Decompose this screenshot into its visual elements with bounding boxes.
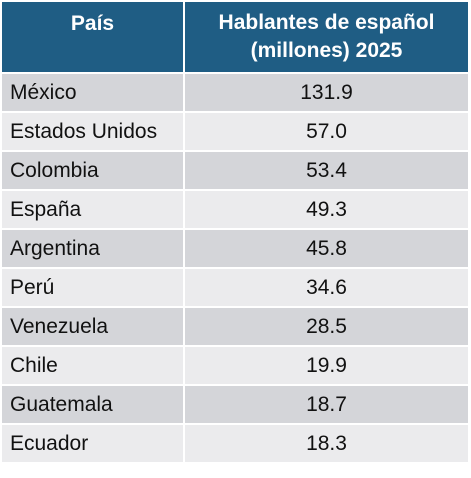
speakers-column-header: Hablantes de español (millones) 2025 bbox=[184, 2, 468, 74]
speakers-value-cell: 45.8 bbox=[184, 229, 468, 269]
speakers-value-cell: 19.9 bbox=[184, 346, 468, 386]
country-column-header: País bbox=[2, 2, 185, 74]
table-row: Chile 19.9 bbox=[2, 346, 468, 386]
speakers-value-cell: 34.6 bbox=[184, 268, 468, 308]
table-row: Ecuador 18.3 bbox=[2, 424, 468, 464]
speakers-value-cell: 49.3 bbox=[184, 190, 468, 230]
country-cell: Estados Unidos bbox=[2, 112, 185, 152]
country-cell: Ecuador bbox=[2, 424, 185, 464]
table-row: Venezuela 28.5 bbox=[2, 307, 468, 347]
table-row: España 49.3 bbox=[2, 190, 468, 230]
table-row: México 131.9 bbox=[2, 73, 468, 113]
speakers-value-cell: 28.5 bbox=[184, 307, 468, 347]
table-row: Perú 34.6 bbox=[2, 268, 468, 308]
table-row: Argentina 45.8 bbox=[2, 229, 468, 269]
country-cell: España bbox=[2, 190, 185, 230]
speakers-value-cell: 18.7 bbox=[184, 385, 468, 425]
country-cell: Colombia bbox=[2, 151, 185, 191]
spanish-speakers-table: País Hablantes de español (millones) 202… bbox=[2, 2, 468, 464]
speakers-header-line2: (millones) 2025 bbox=[250, 39, 403, 62]
table-row: Colombia 53.4 bbox=[2, 151, 468, 191]
speakers-header-line1: Hablantes de español bbox=[218, 11, 435, 34]
country-cell: Guatemala bbox=[2, 385, 185, 425]
speakers-value-cell: 57.0 bbox=[184, 112, 468, 152]
speakers-value-cell: 53.4 bbox=[184, 151, 468, 191]
country-cell: Argentina bbox=[2, 229, 185, 269]
country-cell: México bbox=[2, 73, 185, 113]
country-cell: Chile bbox=[2, 346, 185, 386]
country-cell: Venezuela bbox=[2, 307, 185, 347]
country-cell: Perú bbox=[2, 268, 185, 308]
speakers-table-container: País Hablantes de español (millones) 202… bbox=[2, 2, 468, 464]
speakers-value-cell: 18.3 bbox=[184, 424, 468, 464]
table-row: Estados Unidos 57.0 bbox=[2, 112, 468, 152]
table-header-row: País Hablantes de español (millones) 202… bbox=[2, 2, 468, 74]
speakers-value-cell: 131.9 bbox=[184, 73, 468, 113]
table-row: Guatemala 18.7 bbox=[2, 385, 468, 425]
